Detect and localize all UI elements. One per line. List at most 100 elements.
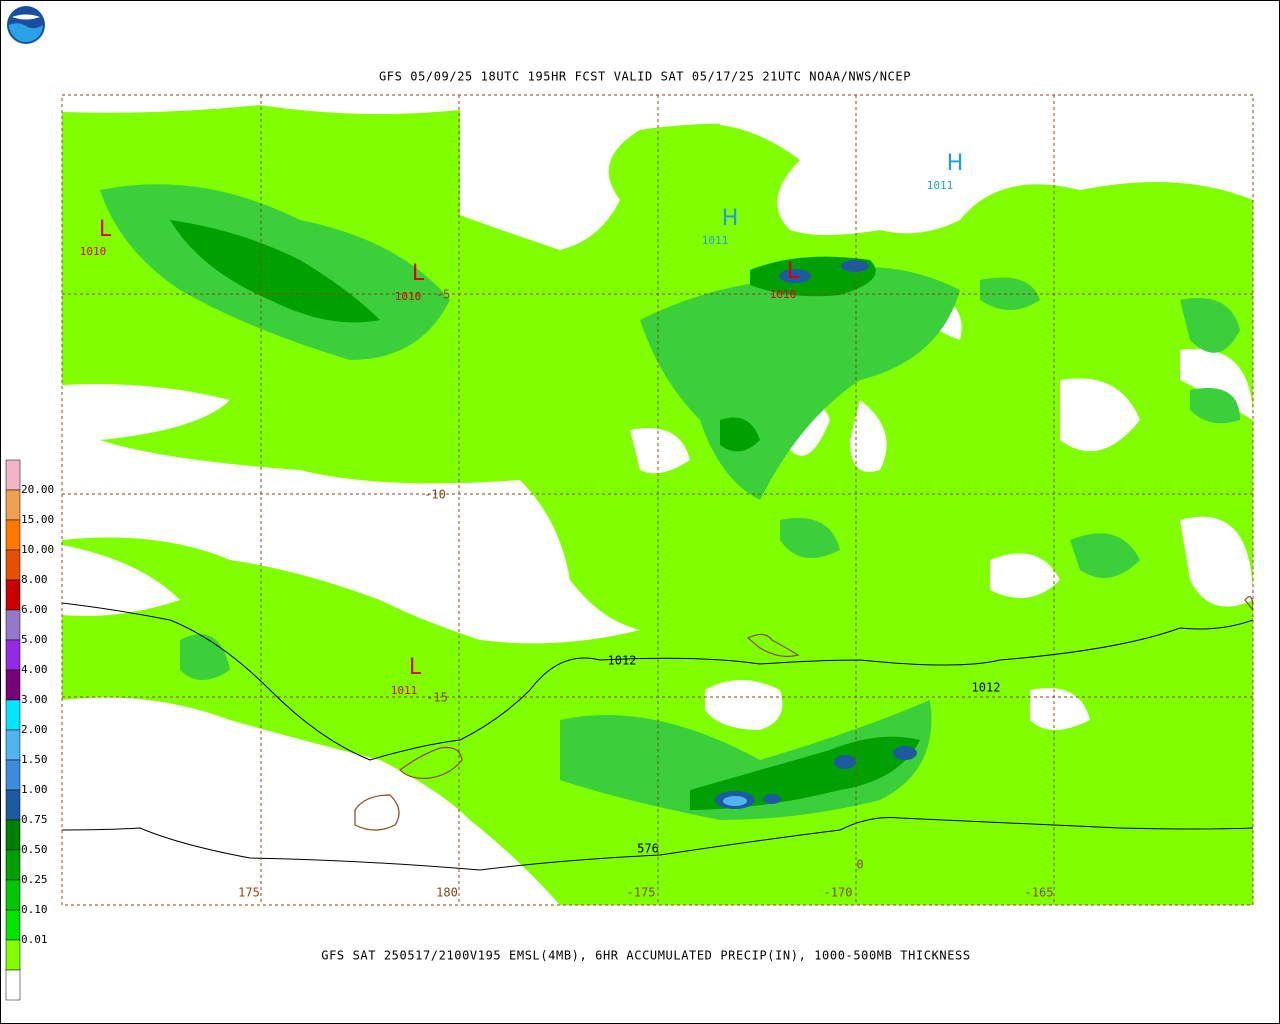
precip-field-part-part [1180, 298, 1240, 353]
low-symbol: L [409, 655, 422, 680]
precip-field-part-part [720, 417, 760, 452]
lat-label: -5 [436, 288, 450, 302]
precip-field-part-part [1030, 688, 1090, 730]
scale-box [5, 789, 21, 821]
precip-field-part-part [720, 95, 1253, 235]
precip-field-part [170, 220, 920, 810]
precip-field-part-part [62, 545, 180, 616]
high-symbol: H [722, 206, 739, 231]
low-symbol: L [412, 261, 425, 286]
noaa-logo-part [9, 23, 43, 42]
low-value: 1010 [395, 290, 422, 303]
scale-label: 0.25 [21, 873, 48, 886]
scale-box [5, 459, 21, 491]
contours-part [62, 817, 1253, 871]
noaa-logo [7, 6, 45, 44]
precip-field-part-part [850, 400, 887, 472]
precip-field [62, 95, 1253, 905]
scale-box [5, 849, 21, 881]
precip-field-part-part [841, 260, 869, 272]
scale-label: 15.00 [21, 513, 54, 526]
scale-label: 0.50 [21, 843, 48, 856]
high-value: 1011 [927, 179, 954, 192]
precip-field-part-part [763, 794, 781, 804]
scale-box [5, 819, 21, 851]
low-value: 1010 [770, 288, 797, 301]
precip-field-part-part [690, 736, 920, 810]
contour-label: 1012 [972, 681, 1001, 695]
precip-field-part-part [705, 680, 783, 730]
precip-field-part-part [630, 428, 690, 474]
precip-field-part-part [62, 697, 560, 905]
low-symbol: L [99, 217, 112, 242]
scale-box [5, 639, 21, 671]
precip-field-part-part [990, 553, 1060, 598]
scale-label: 8.00 [21, 573, 48, 586]
coastlines-part [399, 746, 463, 779]
lat-label: -10 [424, 488, 446, 502]
scale-box [5, 549, 21, 581]
scale-box [5, 579, 21, 611]
scale-box [5, 519, 21, 551]
scale-box [5, 969, 21, 1001]
high-symbol: H [947, 151, 964, 176]
precip-max [723, 796, 747, 806]
lon-label: -170 [824, 886, 853, 900]
contour-label: 576 [637, 842, 659, 856]
precip-field-part-part [460, 95, 800, 250]
precip-field-part [62, 95, 1253, 905]
contours-part [62, 602, 1253, 761]
scale-label: 20.00 [21, 483, 54, 496]
scale-box [5, 879, 21, 911]
lon-label: 175 [238, 886, 260, 900]
scale-label: 4.00 [21, 663, 48, 676]
precip-field-part-part [893, 746, 917, 760]
scale-box [5, 939, 21, 971]
map-border [61, 94, 1254, 906]
scale-box [5, 609, 21, 641]
scale-label: 0.01 [21, 933, 48, 946]
scale-label: 1.00 [21, 783, 48, 796]
low-symbol: L [787, 259, 800, 284]
precip-field-part-part [834, 755, 856, 769]
scale-label: 0.10 [21, 903, 48, 916]
scale-box [5, 759, 21, 791]
precip-field-part-part [780, 518, 840, 558]
precip-field-part-part [779, 269, 811, 283]
title: GFS 05/09/25 18UTC 195HR FCST VALID SAT … [379, 70, 911, 84]
scale-label: 10.00 [21, 543, 54, 556]
low-value: 1011 [391, 684, 418, 697]
color-scale: 20.00 15.00 10.00 8.00 6.00 5.00 4.00 3.00 2.00 1… [5, 459, 54, 1001]
scale-label: 6.00 [21, 603, 48, 616]
precip-field-part-part [1180, 516, 1253, 607]
scale-box [5, 669, 21, 701]
precip-field-part-part [1070, 533, 1140, 578]
scale-box [5, 729, 21, 761]
precip-field-part-part [170, 220, 380, 323]
scale-label: 0.75 [21, 813, 48, 826]
lat-label: -15 [426, 691, 448, 705]
scale-box [5, 489, 21, 521]
scale-label: 2.00 [21, 723, 48, 736]
scale-box [5, 699, 21, 731]
caption: GFS SAT 250517/2100V195 EMSL(4MB), 6HR A… [321, 949, 970, 963]
precip-field-part-part [1060, 378, 1140, 452]
contour-label: 1012 [608, 654, 637, 668]
low-value: 1010 [80, 245, 107, 258]
coastlines [354, 596, 1253, 831]
lon-label: -165 [1025, 886, 1054, 900]
scale-label: 5.00 [21, 633, 48, 646]
scale-label: 1.50 [21, 753, 48, 766]
high-value: 1011 [702, 234, 729, 247]
grid [62, 95, 1253, 905]
noaa-logo-part [12, 14, 40, 20]
scale-label: 3.00 [21, 693, 48, 706]
coastlines-part [354, 794, 400, 831]
coastlines-part [746, 633, 800, 658]
lon-label: -175 [627, 886, 656, 900]
precip-field-part-part [62, 95, 460, 114]
precip-field-part-part [1190, 388, 1240, 424]
scale-box [5, 909, 21, 941]
